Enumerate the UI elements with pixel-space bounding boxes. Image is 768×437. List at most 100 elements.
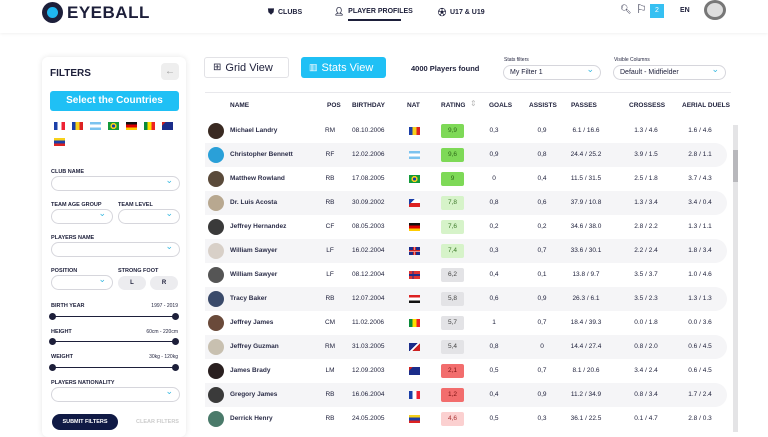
nationality-flag (409, 367, 420, 375)
player-name[interactable]: Jeffrey Guzman (230, 343, 279, 350)
nav-u17-u19[interactable]: ⚽︎ U17 & U19 (438, 7, 485, 18)
team-age-group-select[interactable] (51, 208, 113, 224)
visible-columns-select[interactable]: Default - Midfielder (613, 63, 726, 80)
search-icon[interactable]: 🔍︎ (620, 4, 632, 14)
cell-assists: 0,9 (537, 127, 547, 134)
cell-birthday: 16.06.2004 (352, 391, 385, 398)
nav-clubs[interactable]: ⛊ CLUBS (268, 7, 302, 17)
logo[interactable]: EYEBALL (42, 2, 150, 23)
cell-passes: 11.5 / 31.5 (570, 175, 602, 182)
nationality-flag (409, 415, 420, 423)
cell-goals: 0,9 (489, 151, 499, 158)
flag-australia[interactable] (162, 122, 173, 130)
table-row[interactable]: James Brady LM 12.09.2003 2,1 0,5 0,7 8.1 / 20… (205, 359, 727, 383)
players-name-select[interactable] (51, 241, 180, 257)
cell-aerial-duels: 0.6 / 4.5 (688, 343, 712, 350)
sort-icon[interactable]: ⇕ (470, 99, 477, 108)
scrollbar-thumb[interactable] (733, 150, 738, 182)
cell-goals: 0,2 (489, 223, 499, 230)
flag-senegal[interactable] (144, 122, 155, 130)
user-avatar[interactable] (704, 0, 726, 20)
flag-argentina[interactable] (90, 122, 101, 130)
player-name[interactable]: Derrick Henry (230, 415, 273, 422)
slider-handle-max[interactable] (172, 338, 179, 345)
clear-filters-button[interactable]: CLEAR FILTERS (136, 419, 179, 425)
column-header-passes[interactable]: PASSES (571, 102, 597, 109)
table-row[interactable]: Tracy Baker RB 12.07.2004 5,8 0,6 0,9 26.3 / 6… (205, 287, 727, 311)
player-name[interactable]: Michael Landry (230, 127, 278, 134)
cell-aerial-duels: 0.0 / 3.6 (688, 319, 712, 326)
player-name[interactable]: James Brady (230, 367, 271, 374)
table-row[interactable]: Gregory James RB 16.06.2004 1,2 0,4 0,9 11.2 /… (205, 383, 727, 407)
table-row[interactable]: Jeffrey Guzman RM 31.03.2005 5,4 0,8 0 14.4 / … (205, 335, 727, 359)
table-row[interactable]: William Sawyer LF 16.02.2004 7,4 0,3 0,7 33.6 … (205, 239, 727, 263)
column-header-birthday[interactable]: BIRTHDAY (352, 102, 385, 109)
flag-icon[interactable]: ⚐ (636, 2, 647, 16)
slider-handle-min[interactable] (49, 364, 56, 371)
slider-handle-max[interactable] (172, 364, 179, 371)
flag-germany[interactable] (126, 122, 137, 130)
flag-france[interactable] (54, 122, 65, 130)
table-row[interactable]: Derrick Henry RB 24.05.2005 4,6 0,5 0,3 36.1 /… (205, 407, 727, 431)
country-flags (54, 122, 174, 146)
player-name[interactable]: Christopher Bennett (230, 151, 293, 158)
player-name[interactable]: Dr. Luis Acosta (230, 199, 278, 206)
collapse-arrow-icon[interactable]: ← (161, 63, 179, 80)
club-name-select[interactable] (51, 175, 180, 191)
player-name[interactable]: Tracy Baker (230, 295, 267, 302)
flag-romania[interactable] (72, 122, 83, 130)
table-row[interactable]: Matthew Rowland RB 17.08.2005 9 0 0,4 11.5 / 3… (205, 167, 727, 191)
column-header-assists[interactable]: ASSISTS (529, 102, 557, 109)
column-header-name[interactable]: NAME (230, 102, 250, 109)
nationality-flag (409, 175, 420, 183)
slider-handle-max[interactable] (172, 313, 179, 320)
table-row[interactable]: Christopher Bennett RF 12.02.2006 9,6 0,9 0,8… (205, 143, 727, 167)
submit-filters-button[interactable]: SUBMIT FILTERS (52, 414, 118, 430)
grid-view-button[interactable]: ⊞ Grid View (204, 57, 289, 78)
table-row[interactable]: Michael Landry RM 08.10.2006 9,9 0,3 0,9 6.1 /… (205, 119, 727, 143)
column-header-rating[interactable]: RATING (441, 102, 466, 109)
table-row[interactable]: Dr. Luis Acosta RB 30.09.2002 7,8 0,8 0,6 37.9… (205, 191, 727, 215)
player-name[interactable]: Matthew Rowland (230, 175, 285, 182)
player-name[interactable]: Gregory James (230, 391, 278, 398)
flag-brazil[interactable] (108, 122, 119, 130)
cell-birthday: 31.03.2005 (352, 343, 385, 350)
cell-crossess: 1.3 / 3.4 (634, 199, 658, 206)
stats-view-button[interactable]: ▥ Stats View (301, 57, 386, 78)
top-navbar: EYEBALL ⛊ CLUBS 👤︎ PLAYER PROFILES ⚽︎ U17 &… (0, 0, 768, 33)
birth-year-slider[interactable] (49, 313, 179, 320)
select-countries-button[interactable]: Select the Countries (50, 91, 179, 111)
foot-right-toggle[interactable]: R (150, 276, 178, 290)
cell-aerial-duels: 1.3 / 1.3 (688, 295, 712, 302)
player-name[interactable]: Jeffrey James (230, 319, 274, 326)
table-row[interactable]: Jeffrey Hernandez CF 08.05.2003 7,6 0,2 0,2 34… (205, 215, 727, 239)
nationality-select[interactable] (51, 386, 180, 402)
player-name[interactable]: William Sawyer (230, 271, 278, 278)
player-name[interactable]: Jeffrey Hernandez (230, 223, 287, 230)
column-header-goals[interactable]: GOALS (489, 102, 513, 109)
slider-handle-min[interactable] (49, 313, 56, 320)
team-level-select[interactable] (118, 208, 180, 224)
column-header-crossess[interactable]: CROSSESS (629, 102, 666, 109)
player-name[interactable]: William Sawyer (230, 247, 278, 254)
flag-venezuela[interactable] (54, 138, 65, 146)
table-row[interactable]: William Sawyer LF 08.12.2004 6,2 0,4 0,1 13.8 … (205, 263, 727, 287)
column-header-aerial-duels[interactable]: AERIAL DUELS (682, 102, 730, 109)
foot-left-toggle[interactable]: L (118, 276, 146, 290)
weight-slider[interactable] (49, 364, 179, 371)
height-slider[interactable] (49, 338, 179, 345)
slider-handle-min[interactable] (49, 338, 56, 345)
language-selector[interactable]: EN (680, 7, 690, 14)
cell-pos: LM (325, 367, 335, 374)
cell-assists: 0,8 (537, 151, 547, 158)
position-select[interactable] (51, 274, 113, 290)
cell-aerial-duels: 0.6 / 4.5 (688, 367, 712, 374)
column-header-nat[interactable]: NAT (407, 102, 420, 109)
nav-player-profiles[interactable]: 👤︎ PLAYER PROFILES (334, 7, 413, 21)
column-header-pos[interactable]: POS (327, 102, 341, 109)
notification-badge[interactable]: 2 (650, 4, 664, 18)
stats-filters-select[interactable]: My Filter 1 (503, 63, 601, 80)
cell-goals: 1 (492, 319, 496, 326)
table-row[interactable]: Jeffrey James CM 11.02.2006 5,7 1 0,7 18.4 / 3… (205, 311, 727, 335)
scrollbar-track[interactable] (733, 125, 738, 432)
